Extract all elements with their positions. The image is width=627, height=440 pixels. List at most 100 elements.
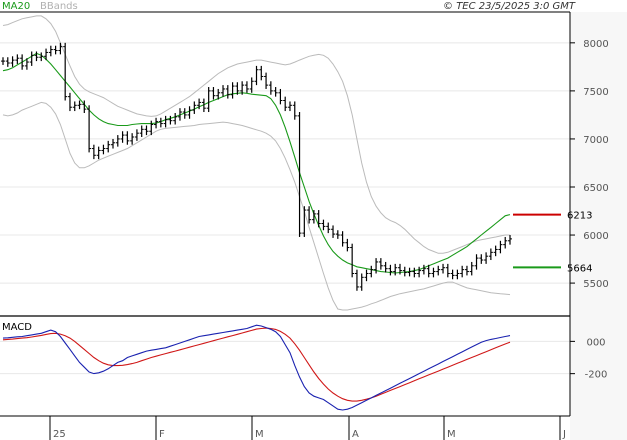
legend-ma20: MA20 bbox=[2, 1, 30, 12]
ohlc-bar bbox=[455, 269, 460, 280]
ohlc-bar bbox=[412, 267, 417, 278]
ohlc-bar bbox=[44, 48, 49, 61]
price-tick-label: 7500 bbox=[583, 87, 608, 98]
ohlc-bar bbox=[20, 54, 25, 70]
ohlc-bar bbox=[149, 120, 154, 136]
price-tick-labels: 8000 7500 7000 6500 6000 5500 bbox=[570, 39, 609, 290]
ohlc-bar bbox=[268, 81, 273, 95]
ohlc-bar bbox=[273, 87, 278, 97]
time-tick-label: M bbox=[255, 429, 264, 440]
macd-tick-label: -200 bbox=[585, 370, 608, 381]
ohlc-bar bbox=[91, 144, 96, 160]
ohlc-bar bbox=[493, 245, 498, 257]
ohlc-bar bbox=[254, 65, 259, 86]
ohlc-bar bbox=[87, 105, 92, 153]
macd-tick-labels: 000 -200 bbox=[570, 337, 608, 381]
ohlc-bar bbox=[383, 261, 388, 273]
ohlc-bar bbox=[134, 129, 139, 141]
ohlc-bar bbox=[111, 138, 116, 149]
ohlc-bar bbox=[259, 65, 264, 81]
time-tick-label: M bbox=[447, 429, 456, 440]
ohlc-bar bbox=[283, 96, 288, 112]
ohlc-bar bbox=[450, 269, 455, 280]
ohlc-bar bbox=[326, 222, 331, 234]
ohlc-bar bbox=[130, 133, 135, 145]
ohlc-bar bbox=[287, 101, 292, 112]
ohlc-bar bbox=[163, 115, 168, 128]
ohlc-bar bbox=[498, 240, 503, 254]
ohlc-bar bbox=[469, 261, 474, 276]
ohlc-bar bbox=[5, 57, 10, 67]
ohlc-bar bbox=[421, 264, 426, 275]
ohlc-bar bbox=[479, 254, 484, 264]
price-tick-label: 8000 bbox=[583, 39, 608, 50]
ohlc-bar bbox=[115, 135, 120, 147]
ohlc-bar bbox=[144, 125, 149, 136]
ohlc-bar bbox=[77, 100, 82, 110]
ohlc-bar bbox=[264, 72, 269, 89]
ohlc-bar bbox=[417, 266, 422, 278]
ohlc-bar bbox=[378, 258, 383, 270]
ohlc-bar bbox=[201, 98, 206, 113]
ohlc-bar bbox=[197, 98, 202, 110]
ohlc-bar bbox=[503, 236, 508, 249]
ohlc-bar bbox=[15, 54, 20, 64]
ohlc-bar bbox=[182, 108, 187, 119]
ohlc-bar bbox=[364, 269, 369, 282]
ohlc-bar bbox=[340, 231, 345, 247]
bband-lower-line bbox=[2, 101, 511, 311]
ohlc-bar bbox=[445, 263, 450, 278]
price-grid bbox=[0, 42, 570, 284]
ohlc-bar bbox=[464, 265, 469, 276]
ohlc-bar bbox=[345, 238, 350, 252]
ohlc-bar bbox=[249, 77, 254, 93]
ma20-line bbox=[2, 52, 511, 274]
ohlc-bar bbox=[34, 51, 39, 62]
ohlc-bar bbox=[221, 85, 226, 97]
time-tick-label: 25 bbox=[53, 429, 66, 440]
ohlc-bar bbox=[431, 267, 436, 278]
ohlc-bar bbox=[173, 112, 178, 125]
ohlc-bar bbox=[374, 258, 379, 274]
legend-bbands: BBands bbox=[40, 1, 78, 12]
ohlc-bar bbox=[125, 131, 130, 145]
ohlc-bar bbox=[354, 269, 359, 291]
ohlc-bar bbox=[154, 117, 159, 129]
ohlc-bar bbox=[120, 131, 125, 143]
ohlc-bar bbox=[321, 219, 326, 231]
time-tick-label: F bbox=[159, 429, 165, 440]
ohlc-bar bbox=[350, 243, 355, 278]
ohlc-bar bbox=[72, 101, 77, 112]
ohlc-bar bbox=[460, 265, 465, 278]
price-tick-label: 6500 bbox=[583, 183, 608, 194]
ohlc-bar bbox=[96, 146, 101, 160]
price-annotations: 6213 5664 bbox=[513, 211, 592, 274]
ohlc-bar bbox=[369, 265, 374, 278]
ohlc-bar bbox=[67, 92, 72, 112]
ohlc-bar bbox=[240, 81, 245, 95]
price-axis-background bbox=[570, 12, 627, 440]
level-label: 6213 bbox=[567, 211, 592, 222]
ohlc-bar bbox=[302, 206, 307, 237]
ohlc-bar bbox=[53, 45, 58, 55]
ohlc-bar bbox=[106, 140, 111, 153]
ohlc-bar bbox=[331, 225, 336, 238]
ohlc-bar bbox=[402, 266, 407, 277]
ohlc-bar bbox=[82, 100, 87, 113]
macd-panel-title: MACD bbox=[2, 322, 32, 333]
time-tick-label: J bbox=[562, 429, 566, 440]
ohlc-bar bbox=[316, 210, 321, 228]
ohlc-bar bbox=[436, 265, 441, 276]
ohlc-bar bbox=[426, 264, 431, 278]
level-label: 5664 bbox=[567, 263, 592, 274]
ohlc-bar bbox=[335, 230, 340, 239]
ohlc-bar bbox=[307, 206, 312, 224]
ohlc-bar bbox=[397, 263, 402, 275]
ohlc-bar bbox=[292, 101, 297, 120]
ohlc-bar bbox=[484, 252, 489, 264]
ohlc-bar bbox=[244, 81, 249, 93]
price-tick-label: 6000 bbox=[583, 231, 608, 242]
ohlc-bar bbox=[168, 115, 173, 125]
ohlc-bar bbox=[187, 106, 192, 119]
